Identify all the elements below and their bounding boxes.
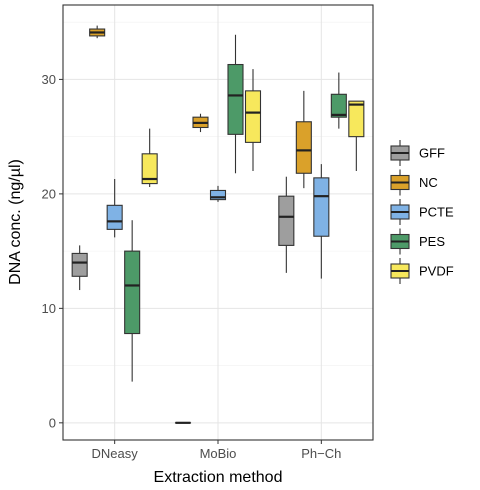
box-body xyxy=(141,153,158,185)
box-pvdf-2 xyxy=(348,100,365,171)
box-body xyxy=(124,250,141,335)
legend-label: NC xyxy=(419,175,438,190)
box-pes-1 xyxy=(227,34,244,174)
box-body xyxy=(330,93,347,118)
box-body xyxy=(227,63,244,135)
y-axis-title: DNA conc. (ng/µl) xyxy=(7,159,24,285)
legend-item-pcte: PCTE xyxy=(390,199,454,225)
box-body xyxy=(295,121,312,174)
box-pes-2 xyxy=(330,72,347,129)
box-body xyxy=(278,195,295,246)
y-tick-label: 30 xyxy=(42,72,56,87)
box-pcte-2 xyxy=(313,164,330,279)
legend-item-pes: PES xyxy=(390,228,445,255)
y-tick-label: 20 xyxy=(42,186,56,201)
x-tick-label: DNeasy xyxy=(92,446,139,461)
legend-label: PVDF xyxy=(419,264,454,279)
legend-label: PCTE xyxy=(419,205,454,220)
box-body xyxy=(313,177,330,237)
y-tick-label: 10 xyxy=(42,301,56,316)
y-axis: 0 10 20 30 xyxy=(42,72,63,430)
legend-item-nc: NC xyxy=(390,169,438,196)
box-pes-0 xyxy=(124,220,141,382)
box-pvdf-1 xyxy=(244,69,262,171)
y-tick-label: 0 xyxy=(49,415,56,430)
legend: GFF NC PCTE PES PVDF xyxy=(390,140,454,284)
box-nc-1 xyxy=(192,113,209,133)
box-body xyxy=(71,252,88,277)
x-tick-label: Ph−Ch xyxy=(301,446,341,461)
box-gff-0 xyxy=(71,245,88,291)
x-axis: DNeasy MoBio Ph−Ch xyxy=(92,440,341,461)
legend-label: PES xyxy=(419,234,445,249)
box-body xyxy=(209,189,227,201)
box-body xyxy=(244,90,262,143)
box-pvdf-0 xyxy=(141,128,158,188)
legend-item-pvdf: PVDF xyxy=(390,258,454,284)
box-body xyxy=(106,204,123,230)
box-nc-2 xyxy=(295,90,312,189)
legend-item-gff: GFF xyxy=(390,140,445,166)
x-tick-label: MoBio xyxy=(200,446,237,461)
box-gff-2 xyxy=(278,176,295,273)
box-pcte-1 xyxy=(209,185,227,202)
box-pcte-0 xyxy=(106,179,123,238)
box-body xyxy=(348,100,365,138)
box-group xyxy=(71,25,365,424)
legend-label: GFF xyxy=(419,146,445,161)
box-nc-0 xyxy=(89,25,106,39)
x-axis-title: Extraction method xyxy=(154,469,283,486)
